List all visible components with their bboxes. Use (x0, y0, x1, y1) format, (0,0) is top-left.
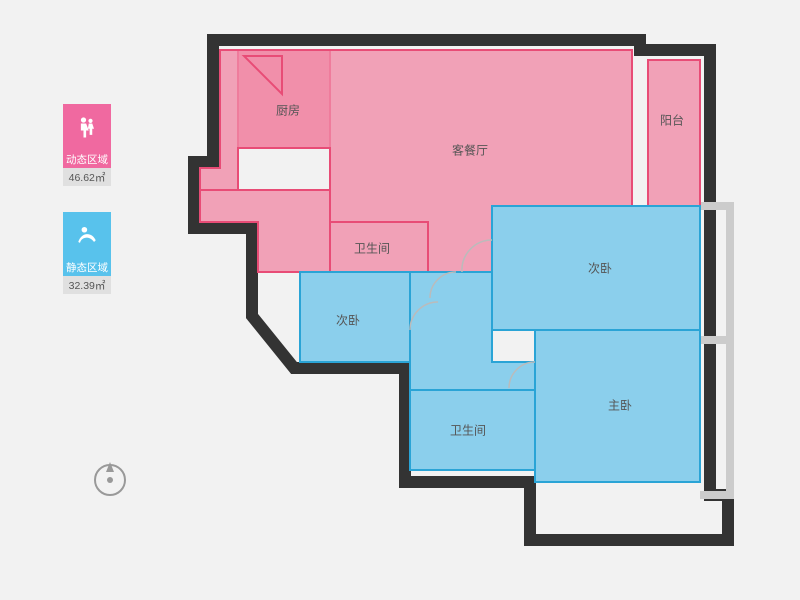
legend-static: 静态区域 32.39㎡ (63, 212, 111, 294)
label-balcony: 阳台 (660, 112, 684, 129)
legend-dynamic: 动态区域 46.62㎡ (63, 104, 111, 186)
compass-icon (90, 460, 130, 500)
label-kitchen: 厨房 (276, 102, 300, 119)
person-resting-icon (63, 212, 111, 258)
room-balcony (648, 60, 700, 206)
people-icon (63, 104, 111, 150)
legend-static-title: 静态区域 (63, 258, 111, 276)
label-bath2: 卫生间 (450, 422, 486, 439)
legend: 动态区域 46.62㎡ 静态区域 32.39㎡ (52, 104, 122, 320)
legend-dynamic-value: 46.62㎡ (63, 168, 111, 186)
label-living-dining: 客餐厅 (452, 142, 488, 159)
label-bath1: 卫生间 (354, 240, 390, 257)
label-bed2b: 次卧 (588, 260, 612, 277)
legend-dynamic-title: 动态区域 (63, 150, 111, 168)
label-bed2a: 次卧 (336, 312, 360, 329)
legend-static-value: 32.39㎡ (63, 276, 111, 294)
label-master: 主卧 (608, 397, 632, 414)
